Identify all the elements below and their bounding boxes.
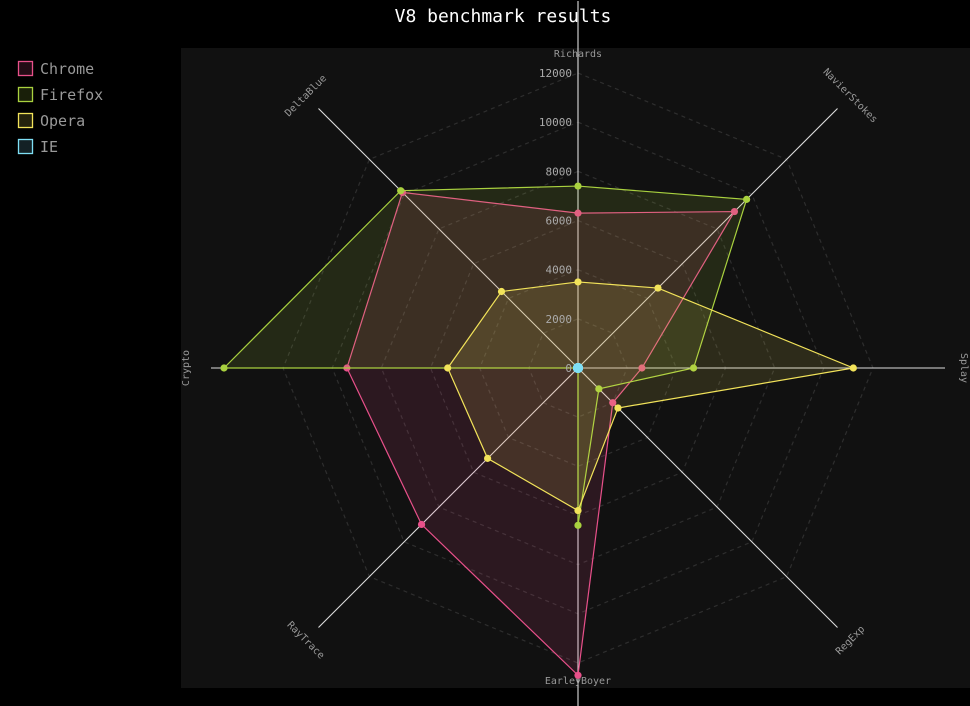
point-opera-deltablue[interactable] [497,287,506,296]
tick-label-6000: 6000 [546,215,573,228]
tick-label-8000: 8000 [546,165,573,178]
point-opera-earleyboyer[interactable] [574,506,582,515]
legend-label-ie: IE [40,138,58,156]
point-chrome-earleyboyer[interactable] [574,671,582,679]
spoke-deltablue [318,108,579,369]
point-firefox-richards[interactable] [574,182,582,190]
point-firefox-regexp[interactable] [595,385,603,393]
point-chrome-richards[interactable] [574,209,582,217]
point-chrome-navierstokes[interactable] [730,207,739,216]
point-opera-raytrace[interactable] [484,454,492,462]
series-chrome [343,188,739,679]
radar-series [220,182,857,679]
point-opera-crypto[interactable] [444,364,452,372]
legend-item-opera[interactable]: Opera [17,112,86,130]
spoke-raytrace [318,367,579,628]
legend-label-opera: Opera [40,112,85,130]
axis-label-earleyboyer: EarleyBoyer [545,676,611,687]
legend: Chrome Firefox Opera IE [17,60,104,156]
grid-ring-12000 [282,72,874,664]
tick-label-12000: 12000 [539,67,572,80]
legend-swatch-chrome [17,60,34,77]
radial-tick-labels: 0 2000 4000 6000 8000 10000 12000 [539,67,572,375]
point-firefox-deltablue[interactable] [397,187,405,195]
series-opera [444,278,857,515]
point-chrome-regexp[interactable] [609,399,617,407]
legend-label-firefox: Firefox [40,86,103,104]
spoke-regexp [577,367,838,628]
point-chrome-splay[interactable] [638,364,646,372]
axis-label-crypto: Crypto [181,350,192,386]
legend-swatch-ie [17,138,34,155]
tick-label-4000: 4000 [546,264,573,277]
axis-label-richards: Richards [554,49,602,60]
point-ie-deltablue[interactable] [573,363,583,373]
legend-item-firefox[interactable]: Firefox [17,86,104,104]
series-firefox [220,182,751,529]
axis-label-splay: Splay [958,353,969,383]
point-firefox-navierstokes[interactable] [743,195,751,203]
grid-ring-2000 [528,318,628,418]
point-opera-navierstokes[interactable] [654,284,662,292]
point-opera-splay[interactable] [849,364,857,372]
legend-item-ie[interactable]: IE [17,138,59,156]
tick-label-2000: 2000 [546,313,573,326]
point-firefox-splay[interactable] [689,364,698,372]
legend-item-chrome[interactable]: Chrome [17,60,95,78]
point-chrome-raytrace[interactable] [417,520,426,529]
point-opera-richards[interactable] [574,278,582,286]
chart-title: V8 benchmark results [395,6,612,27]
series-ie [573,363,583,373]
legend-swatch-opera [17,112,34,129]
tick-label-10000: 10000 [539,116,572,129]
legend-label-chrome: Chrome [40,60,94,78]
tick-label-0: 0 [565,362,572,375]
spoke-navierstokes [577,108,838,369]
point-firefox-earleyboyer[interactable] [574,521,582,529]
point-firefox-crypto[interactable] [220,364,228,372]
point-opera-regexp[interactable] [614,404,622,412]
legend-swatch-firefox [17,86,34,103]
